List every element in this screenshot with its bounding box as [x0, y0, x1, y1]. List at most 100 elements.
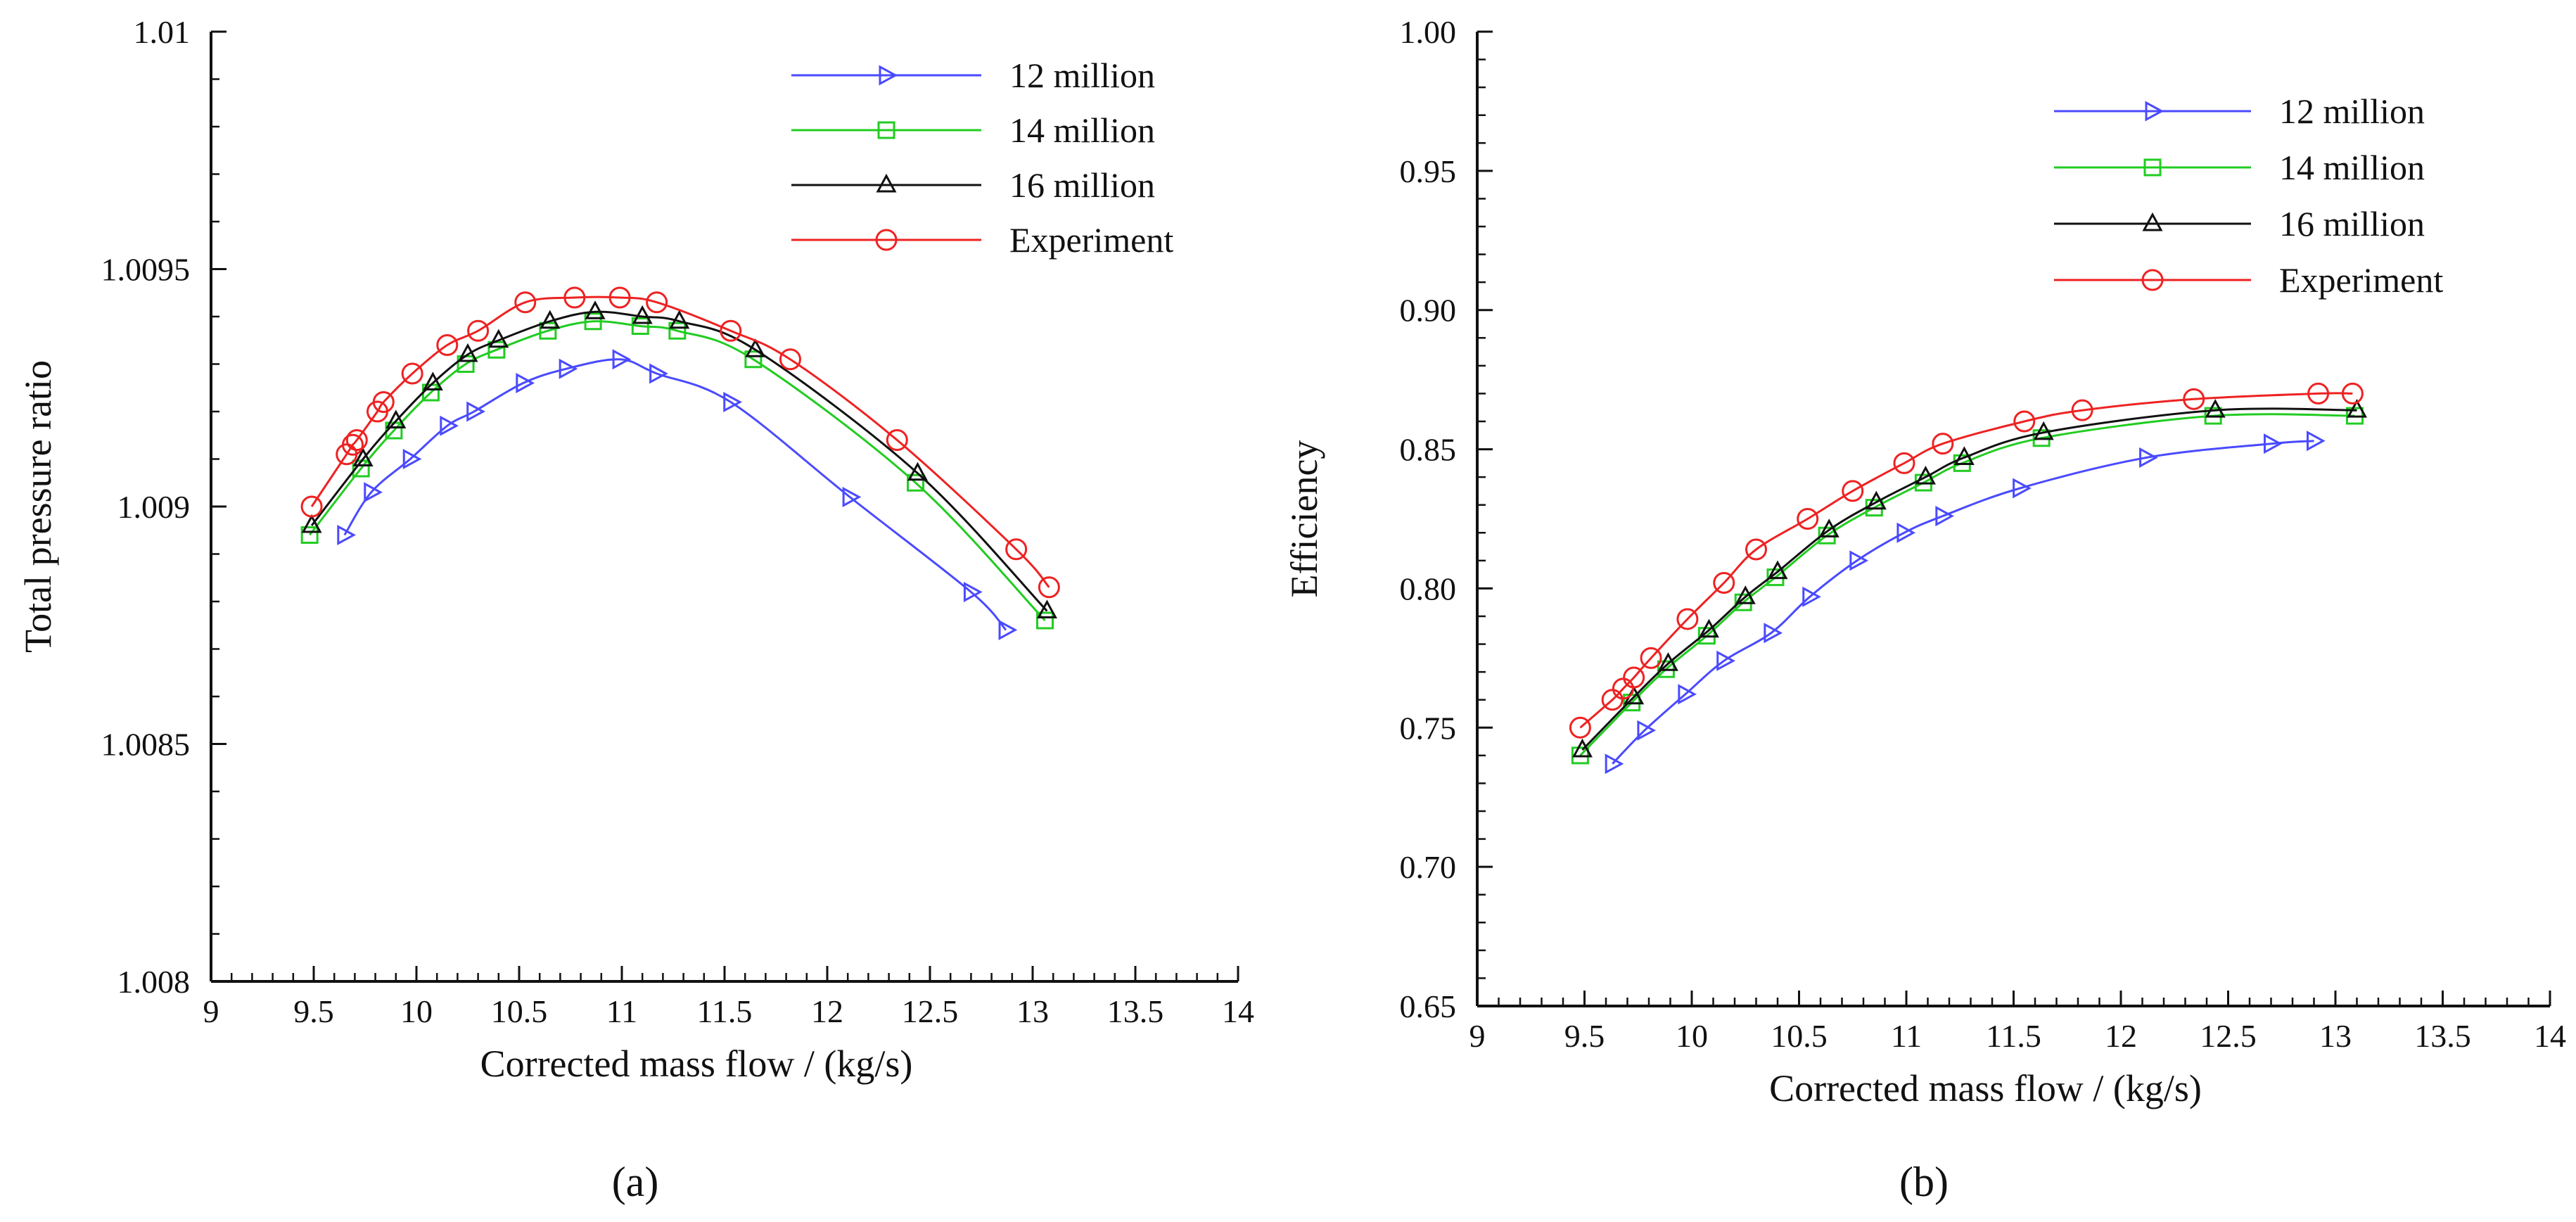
data-point [723, 391, 742, 413]
x-tick-label: 12 [811, 993, 843, 1029]
y-tick-label: 1.009 [117, 489, 191, 525]
data-point [668, 322, 687, 340]
data-point [608, 286, 631, 309]
data-point [2307, 431, 2326, 452]
series-12-million [1605, 431, 2326, 775]
data-point [559, 358, 578, 379]
legend-marker [2142, 212, 2163, 231]
legend: 12 million 14 million 16 million Experim… [791, 56, 1173, 260]
data-point [585, 300, 606, 319]
data-point [632, 305, 653, 324]
axes-layer: 9 9.5 10 10.5 11 11.5 12 12.5 13 13.5 14 1.008 1.008… [101, 14, 1255, 1029]
legend-entry: 12 million [791, 56, 1155, 95]
series-line [343, 358, 1007, 631]
data-point [1764, 623, 1783, 644]
data-point [1896, 522, 1916, 543]
data-point [1866, 490, 1887, 510]
data-point [2307, 382, 2330, 405]
data-point [301, 514, 322, 533]
chart-panel-a: 9 9.5 10 10.5 11 11.5 12 12.5 13 13.5 14 1.008 1.008… [17, 14, 1254, 1205]
data-point [1745, 538, 1767, 561]
data-point [1036, 611, 1054, 630]
data-point [563, 286, 586, 309]
x-tick-label: 11 [606, 993, 637, 1029]
x-tick-label: 10.5 [491, 993, 548, 1029]
series-experiment [1569, 382, 2364, 739]
data-point [1038, 576, 1060, 599]
data-point [1797, 508, 1819, 530]
x-tick-label: 12.5 [2200, 1018, 2257, 1054]
data-point [1713, 572, 1735, 594]
data-point [1935, 506, 1954, 527]
data-point [1657, 652, 1678, 671]
data-point [402, 448, 422, 470]
axes-layer: 9 9.5 10 10.5 11 11.5 12 12.5 13 13.5 14 0.65 0.70 0.… [1400, 14, 2567, 1054]
legend-label-14-million: 14 million [2279, 148, 2425, 187]
data-point [422, 371, 443, 390]
series-line [1581, 407, 2357, 751]
legend-entry: 16 million [791, 165, 1155, 205]
series-line [1579, 392, 2353, 729]
data-point [2346, 399, 2368, 418]
legend-entry: Experiment [2054, 260, 2443, 300]
data-point [488, 329, 509, 348]
series-14-million [1571, 407, 2364, 765]
legend-label-16-million: 16 million [1009, 165, 1155, 205]
data-point [720, 319, 742, 342]
x-tick-label: 14 [1222, 993, 1254, 1029]
x-tick-label: 9.5 [1564, 1018, 1605, 1054]
series-16-million [301, 300, 1057, 618]
legend-label-12-million: 12 million [2279, 91, 2425, 131]
y-tick-label: 0.65 [1400, 988, 1457, 1024]
data-point [2341, 382, 2364, 405]
x-axis-title: Corrected mass flow / (kg/s) [1769, 1067, 2202, 1109]
data-point [539, 322, 557, 340]
data-point [466, 401, 485, 422]
legend-marker [2143, 158, 2162, 177]
data-point [457, 343, 478, 362]
legend-label-14-million: 14 million [1009, 110, 1155, 150]
legend-entry: 16 million [2054, 204, 2425, 243]
data-point [341, 433, 364, 456]
data-point [2071, 399, 2093, 421]
data-point [2205, 399, 2226, 418]
x-tick-label: 10 [400, 993, 433, 1029]
y-tick-label: 0.90 [1400, 293, 1457, 329]
data-point [1605, 753, 1624, 775]
data-point [1571, 738, 1593, 758]
data-point [998, 619, 1018, 641]
data-point [467, 319, 490, 342]
data-point [1802, 586, 1821, 607]
y-tick-label: 1.0095 [101, 252, 191, 288]
series-line [310, 295, 1050, 588]
data-point [1640, 647, 1662, 669]
series-line [1579, 413, 2355, 756]
data-point [745, 338, 766, 357]
data-point [514, 291, 537, 314]
legend-entry: 12 million [2054, 91, 2425, 131]
series-line [1612, 440, 2314, 765]
panel-label: (b) [1899, 1159, 1949, 1205]
y-axis-title: Efficiency [1283, 440, 1325, 598]
data-point [1678, 684, 1697, 705]
legend-marker [879, 65, 898, 86]
legend-label-12-million: 12 million [1009, 56, 1155, 95]
legend-marker [875, 229, 898, 251]
data-point [2139, 447, 2158, 468]
x-tick-label: 13.5 [1107, 993, 1164, 1029]
x-tick-label: 13 [1016, 993, 1049, 1029]
x-tick-label: 13 [2319, 1018, 2352, 1054]
data-point [436, 334, 459, 356]
data-point [1036, 599, 1057, 618]
data-point [364, 482, 383, 503]
data-point [646, 291, 668, 314]
data-point [1637, 720, 1657, 741]
y-tick-label: 1.00 [1400, 14, 1457, 50]
y-axis-title: Total pressure ratio [17, 360, 59, 653]
legend-marker [2141, 269, 2164, 291]
data-point [963, 581, 983, 603]
data-point [372, 391, 395, 413]
data-point [540, 310, 561, 329]
y-tick-label: 0.85 [1400, 432, 1457, 468]
